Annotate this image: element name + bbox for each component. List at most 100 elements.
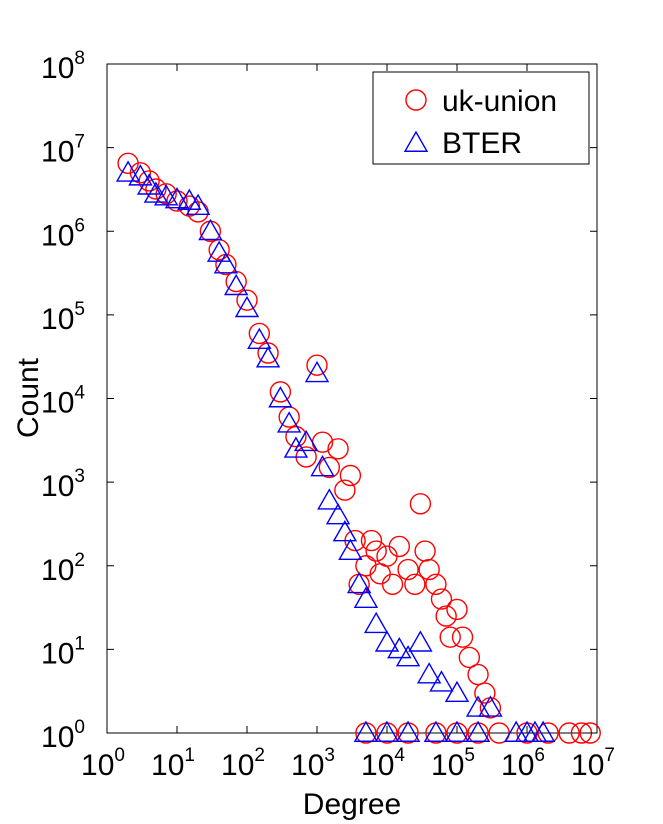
legend-label-bter: BTER <box>442 127 522 160</box>
series-0-point <box>145 178 167 200</box>
legend-box <box>372 71 590 165</box>
x-tick-label: 107 <box>571 745 615 782</box>
x-tick-label: 104 <box>361 745 405 782</box>
series-0-point <box>435 605 457 627</box>
series-0-point <box>579 722 601 744</box>
y-tick-label: 105 <box>41 299 85 336</box>
series-1-point <box>353 586 379 608</box>
x-tick-exponent: 4 <box>394 745 405 766</box>
x-tick-label: 105 <box>431 745 475 782</box>
y-axis-label: Count <box>12 357 45 438</box>
series-0-point <box>248 322 271 345</box>
series-1-point <box>530 720 556 742</box>
series-1-point <box>164 187 190 209</box>
series-1-point <box>128 164 153 186</box>
series-1-point <box>268 386 293 408</box>
y-tick-exponent: 7 <box>74 132 85 153</box>
series-1-point <box>444 680 470 703</box>
series-1-point <box>423 720 449 742</box>
series-0-point <box>430 588 453 610</box>
series-0-point <box>129 162 152 184</box>
series-0-point <box>537 722 559 744</box>
series-0-point <box>446 598 468 621</box>
y-tick-label: 106 <box>41 215 85 252</box>
y-tick-label: 103 <box>41 466 85 503</box>
series-1-point <box>198 218 223 241</box>
series-0-point <box>474 682 496 704</box>
legend-label-uk-union: uk-union <box>442 85 557 118</box>
series-1-point <box>374 630 400 652</box>
series-1-point <box>395 720 421 742</box>
series-1-point <box>213 252 239 274</box>
series-1-point <box>444 720 470 742</box>
series-0-point <box>388 535 411 558</box>
x-tick-exponent: 5 <box>464 745 475 766</box>
y-tick-exponent: 2 <box>74 550 85 571</box>
series-1-point <box>429 670 454 692</box>
series-0-point <box>360 529 383 552</box>
x-tick-label: 106 <box>501 745 545 782</box>
series-1-point <box>234 295 260 318</box>
series-1-point <box>353 720 379 742</box>
y-tick-label: 102 <box>41 550 85 587</box>
y-tick-exponent: 3 <box>74 466 85 487</box>
tick-layer: 100 101 102 103 104 105 106 1071001011021031041… <box>41 48 615 782</box>
series-1 <box>115 160 556 742</box>
series-0-point <box>558 722 580 744</box>
x-tick-label: 103 <box>291 745 335 782</box>
series-0-point <box>236 289 258 311</box>
y-tick-exponent: 8 <box>74 48 85 69</box>
y-tick-label: 101 <box>41 633 85 670</box>
series-0-point <box>334 479 356 501</box>
x-tick-exponent: 0 <box>114 745 125 766</box>
series-0-point <box>439 626 461 648</box>
legend-triangle-icon <box>403 130 429 152</box>
y-tick-exponent: 0 <box>74 717 85 738</box>
series-1-point <box>465 720 491 742</box>
series-0-point <box>397 558 419 581</box>
series-1-point <box>338 538 363 560</box>
series-0-point <box>418 558 440 581</box>
series-1-point <box>317 488 342 510</box>
series-0-point <box>306 354 328 376</box>
x-tick-label: 100 <box>81 745 125 782</box>
series-0-point <box>467 663 489 686</box>
series-1-point <box>416 662 442 684</box>
series-0-point <box>285 425 307 448</box>
x-tick-exponent: 1 <box>184 745 195 766</box>
series-1-point <box>304 360 330 383</box>
series-0-point <box>451 626 474 648</box>
series-1-point <box>346 571 372 594</box>
legend: uk-union BTER <box>372 71 590 165</box>
x-tick-label: 101 <box>151 745 195 782</box>
series-1-point <box>206 240 232 262</box>
x-tick-label: 102 <box>221 745 265 782</box>
series-0-point <box>409 493 432 515</box>
legend-marker-uk-union <box>405 89 427 111</box>
series-0-point <box>365 540 387 562</box>
plot-area <box>106 63 598 734</box>
x-tick-exponent: 6 <box>534 745 545 766</box>
series-1-point <box>325 502 351 525</box>
y-tick-exponent: 5 <box>74 299 85 320</box>
y-tick-exponent: 1 <box>74 633 85 654</box>
series-0-point <box>381 573 404 596</box>
x-tick-exponent: 7 <box>604 745 615 766</box>
x-tick-exponent: 2 <box>254 745 265 766</box>
series-0-point <box>318 456 341 479</box>
series-1-point <box>115 160 141 182</box>
y-tick-label: 104 <box>41 383 85 420</box>
y-tick-exponent: 4 <box>74 383 85 404</box>
series-1-point <box>247 327 272 349</box>
series-1-point <box>310 454 335 477</box>
series-1-point <box>293 429 319 452</box>
series-0-point <box>404 573 426 596</box>
series-1-point <box>363 611 389 634</box>
series-1-point <box>153 184 179 206</box>
series-1-point <box>408 630 433 652</box>
series-layer <box>115 152 601 744</box>
series-1-point <box>283 436 309 458</box>
y-tick-label: 108 <box>41 48 85 85</box>
series-1-point <box>478 695 503 717</box>
